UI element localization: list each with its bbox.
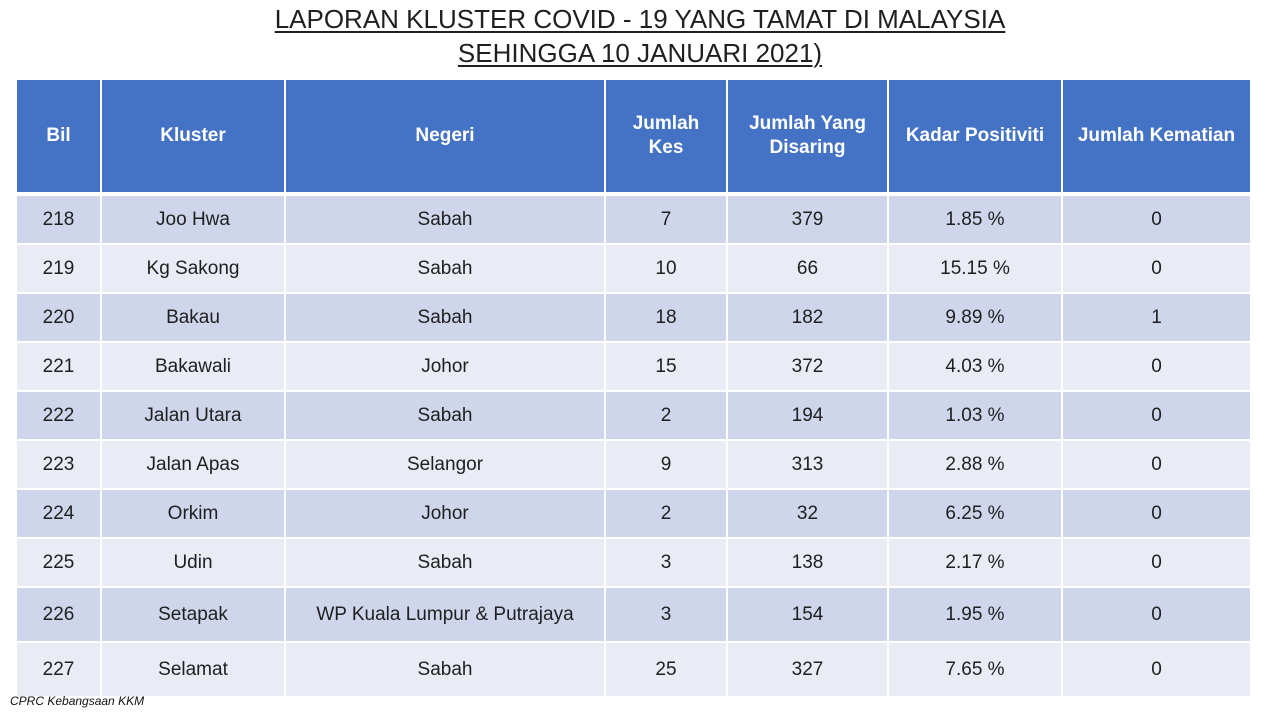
cell-kluster: Udin (101, 538, 286, 588)
cell-bil: 218 (17, 194, 102, 245)
table-header-row: Bil Kluster Negeri Jumlah Kes Jumlah Yang… (17, 80, 1250, 196)
cell-kadar: 15.15 % (888, 244, 1063, 294)
table-row: 220 Bakau Sabah 18 182 9.89 % 1 (17, 293, 1250, 343)
cell-kluster: Joo Hwa (101, 194, 286, 245)
cell-kluster: Jalan Utara (101, 391, 286, 441)
cluster-table: Bil Kluster Negeri Jumlah Kes Jumlah Yang… (17, 80, 1250, 698)
header-bil: Bil (17, 80, 102, 196)
table-row: 225 Udin Sabah 3 138 2.17 % 0 (17, 538, 1250, 588)
cell-kematian: 0 (1062, 440, 1250, 490)
cell-disaring: 194 (727, 391, 889, 441)
cell-kematian: 0 (1062, 342, 1250, 392)
cell-kematian: 0 (1062, 244, 1250, 294)
table-row: 218 Joo Hwa Sabah 7 379 1.85 % 0 (17, 194, 1250, 245)
cell-kematian: 0 (1062, 489, 1250, 539)
cell-kematian: 0 (1062, 194, 1250, 245)
cell-negeri: Sabah (285, 293, 606, 343)
cell-disaring: 66 (727, 244, 889, 294)
cell-kluster: Kg Sakong (101, 244, 286, 294)
cell-kes: 3 (605, 587, 728, 643)
cell-bil: 223 (17, 440, 102, 490)
cell-disaring: 372 (727, 342, 889, 392)
cell-kes: 3 (605, 538, 728, 588)
cell-negeri: Sabah (285, 391, 606, 441)
cell-bil: 219 (17, 244, 102, 294)
cell-disaring: 182 (727, 293, 889, 343)
cell-disaring: 327 (727, 642, 889, 698)
cell-disaring: 154 (727, 587, 889, 643)
table-row: 227 Selamat Sabah 25 327 7.65 % 0 (17, 642, 1250, 698)
cell-negeri: Johor (285, 342, 606, 392)
cell-kadar: 4.03 % (888, 342, 1063, 392)
cell-kematian: 0 (1062, 642, 1250, 698)
cell-kluster: Bakawali (101, 342, 286, 392)
cell-disaring: 379 (727, 194, 889, 245)
cell-negeri: Sabah (285, 244, 606, 294)
cell-bil: 226 (17, 587, 102, 643)
table-row: 223 Jalan Apas Selangor 9 313 2.88 % 0 (17, 440, 1250, 490)
cell-kadar: 6.25 % (888, 489, 1063, 539)
cell-kematian: 0 (1062, 538, 1250, 588)
cell-kluster: Bakau (101, 293, 286, 343)
cell-negeri: Sabah (285, 194, 606, 245)
cell-negeri: Sabah (285, 538, 606, 588)
cell-kadar: 1.85 % (888, 194, 1063, 245)
cell-bil: 222 (17, 391, 102, 441)
cell-kematian: 0 (1062, 391, 1250, 441)
cell-kes: 2 (605, 391, 728, 441)
cell-kes: 10 (605, 244, 728, 294)
cell-negeri: WP Kuala Lumpur & Putrajaya (285, 587, 606, 643)
header-jumlah-kes: Jumlah Kes (605, 80, 728, 196)
header-kadar-positiviti: Kadar Positiviti (888, 80, 1063, 196)
cell-disaring: 32 (727, 489, 889, 539)
cell-kes: 25 (605, 642, 728, 698)
cell-bil: 224 (17, 489, 102, 539)
cell-kes: 7 (605, 194, 728, 245)
cell-negeri: Selangor (285, 440, 606, 490)
header-negeri: Negeri (285, 80, 606, 196)
cell-kes: 2 (605, 489, 728, 539)
cell-kluster: Selamat (101, 642, 286, 698)
cell-kematian: 0 (1062, 587, 1250, 643)
cell-kes: 15 (605, 342, 728, 392)
cell-kematian: 1 (1062, 293, 1250, 343)
cell-bil: 225 (17, 538, 102, 588)
cell-kadar: 1.03 % (888, 391, 1063, 441)
cell-negeri: Johor (285, 489, 606, 539)
cell-bil: 221 (17, 342, 102, 392)
cell-kadar: 7.65 % (888, 642, 1063, 698)
cell-kes: 18 (605, 293, 728, 343)
cell-kluster: Setapak (101, 587, 286, 643)
header-jumlah-kematian: Jumlah Kematian (1062, 80, 1250, 196)
cell-bil: 227 (17, 642, 102, 698)
cell-kadar: 2.17 % (888, 538, 1063, 588)
title-line-1: LAPORAN KLUSTER COVID - 19 YANG TAMAT DI… (274, 4, 1006, 34)
cell-disaring: 313 (727, 440, 889, 490)
source-footer: CPRC Kebangsaan KKM (10, 694, 145, 708)
table-row: 221 Bakawali Johor 15 372 4.03 % 0 (17, 342, 1250, 392)
title-line-2: SEHINGGA 10 JANUARI 2021) (457, 38, 823, 68)
cell-bil: 220 (17, 293, 102, 343)
cell-disaring: 138 (727, 538, 889, 588)
table-row: 224 Orkim Johor 2 32 6.25 % 0 (17, 489, 1250, 539)
cell-kluster: Jalan Apas (101, 440, 286, 490)
table-row: 219 Kg Sakong Sabah 10 66 15.15 % 0 (17, 244, 1250, 294)
cell-kadar: 1.95 % (888, 587, 1063, 643)
cell-kadar: 9.89 % (888, 293, 1063, 343)
header-jumlah-disaring: Jumlah Yang Disaring (727, 80, 889, 196)
table-row: 226 Setapak WP Kuala Lumpur & Putrajaya 3 15… (17, 587, 1250, 643)
table-row: 222 Jalan Utara Sabah 2 194 1.03 % 0 (17, 391, 1250, 441)
cell-kluster: Orkim (101, 489, 286, 539)
header-kluster: Kluster (101, 80, 286, 196)
report-title: LAPORAN KLUSTER COVID - 19 YANG TAMAT DI… (0, 0, 1280, 70)
cell-negeri: Sabah (285, 642, 606, 698)
table-body: 218 Joo Hwa Sabah 7 379 1.85 % 0 219 Kg Sakong Sa… (17, 194, 1250, 698)
cell-kes: 9 (605, 440, 728, 490)
cell-kadar: 2.88 % (888, 440, 1063, 490)
